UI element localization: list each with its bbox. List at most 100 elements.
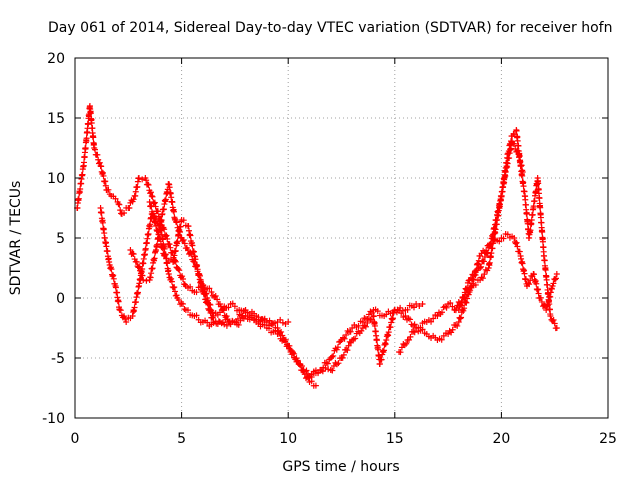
data-point-interp (472, 281, 479, 288)
data-point-interp (269, 320, 276, 327)
data-point (402, 313, 409, 319)
data-point (127, 247, 134, 253)
data-point-interp (151, 255, 158, 262)
data-point (285, 319, 292, 325)
data-point-interp (461, 294, 468, 301)
data-point-interp (519, 260, 526, 267)
data-point-interp (521, 270, 528, 277)
data-point-interp (108, 266, 115, 273)
data-point-interp (168, 275, 175, 282)
data-point-interp (189, 242, 196, 249)
data-point-interp (233, 319, 240, 326)
data-point-interp (541, 257, 548, 264)
data-point-interp (98, 209, 105, 216)
data-point-interp (462, 291, 469, 298)
data-point-interp (416, 303, 423, 310)
data-point-interp (411, 329, 418, 336)
data-point-interp (150, 212, 157, 219)
data-point-interp (147, 221, 154, 228)
data-point-interp (347, 339, 354, 346)
data-point-interp (271, 319, 278, 326)
data-point-interp (180, 276, 187, 283)
data-point-interp (485, 244, 492, 251)
data-point-interp (154, 241, 161, 248)
data-point-interp (522, 196, 529, 203)
data-point-interp (523, 211, 530, 218)
data-point-interp (404, 306, 411, 313)
data-point-interp (279, 332, 286, 339)
data-point-interp (261, 315, 268, 322)
data-point-interp (501, 179, 508, 186)
data-point-interp (550, 280, 557, 287)
data-point-interp (457, 315, 464, 322)
data-point-interp (460, 307, 467, 314)
data-point (359, 319, 366, 325)
series-track-7 (396, 127, 560, 356)
data-point-interp (516, 248, 523, 255)
data-point-interp (115, 298, 122, 305)
data-point-interp (364, 319, 371, 326)
data-point-interp (126, 205, 133, 212)
data-point-interp (117, 207, 124, 214)
data-point-interp (472, 272, 479, 279)
data-point (123, 319, 130, 325)
data-point (133, 259, 140, 265)
data-point-interp (288, 347, 295, 354)
data-point-interp (330, 352, 337, 359)
data-point (148, 193, 155, 199)
data-point-interp (201, 291, 208, 298)
data-point-interp (491, 236, 498, 243)
data-point-interp (403, 340, 410, 347)
data-point-interp (536, 195, 543, 202)
data-point-interp (96, 159, 103, 166)
data-point (477, 265, 484, 271)
data-point-interp (231, 303, 238, 310)
data-point-interp (347, 328, 354, 335)
data-point-interp (229, 317, 236, 324)
data-point-interp (121, 313, 128, 320)
data-point-interp (151, 199, 158, 206)
data-point (419, 301, 426, 307)
data-point (312, 382, 319, 389)
data-point-interp (122, 316, 129, 323)
data-point-interp (533, 280, 540, 287)
data-point-interp (91, 146, 98, 153)
data-point-interp (438, 336, 445, 343)
data-point-interp (339, 354, 346, 361)
x-axis-label: GPS time / hours (282, 459, 399, 475)
data-point-interp (530, 271, 537, 278)
data-point-interp (467, 287, 474, 294)
data-point-interp (334, 344, 341, 351)
data-point-interp (151, 200, 158, 207)
data-point (208, 289, 215, 295)
data-point (295, 361, 302, 367)
data-point-interp (168, 278, 175, 285)
data-point-interp (155, 231, 162, 238)
data-point-interp (112, 195, 119, 202)
data-point-interp (148, 203, 155, 210)
data-point-interp (226, 319, 233, 326)
data-point-interp (480, 258, 487, 265)
data-point-interp (546, 301, 553, 308)
data-point-interp (158, 244, 165, 251)
data-point-interp (294, 358, 301, 365)
data-point-interp (337, 338, 344, 345)
data-point-interp (154, 227, 161, 234)
data-point-interp (545, 291, 552, 298)
data-point-interp (175, 296, 182, 303)
data-point-interp (355, 322, 362, 329)
data-point-interp (100, 172, 107, 179)
data-point-interp (206, 285, 213, 292)
data-point-interp (500, 235, 507, 242)
series-track-4 (146, 199, 292, 329)
data-point-interp (542, 267, 549, 274)
data-point-interp (293, 355, 300, 362)
data-point-interp (370, 313, 377, 320)
x-tick-label: 25 (599, 431, 617, 447)
data-point-interp (166, 241, 173, 248)
data-point-interp (330, 363, 337, 370)
data-point (135, 175, 142, 181)
data-point-interp (209, 314, 216, 321)
data-point-interp (387, 324, 394, 331)
data-point-interp (172, 247, 179, 254)
